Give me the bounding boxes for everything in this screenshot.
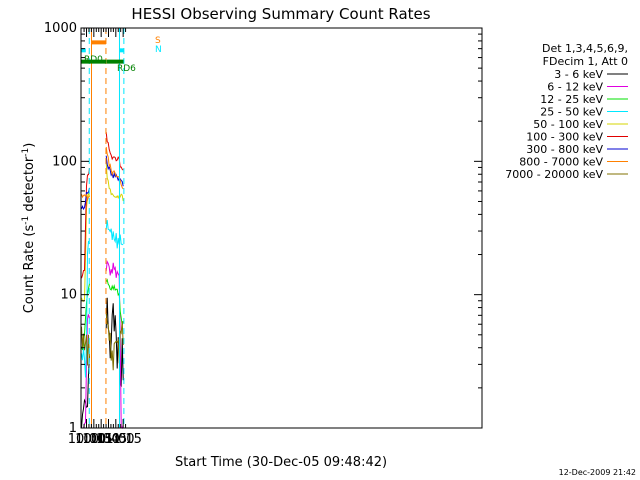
series-trace <box>81 187 90 211</box>
series-trace <box>81 326 90 366</box>
legend: Det 1,3,4,5,6,9,FDecim 1, Att 03 - 6 keV… <box>505 42 628 181</box>
legend-header: Det 1,3,4,5,6,9, <box>542 42 628 55</box>
plot-frame <box>80 27 483 429</box>
rd0-flag-label: RD0 <box>84 55 103 65</box>
night-flag-label: N <box>155 45 162 55</box>
y-axis-label-superscript: -1 <box>21 216 31 225</box>
y-axis-label-text: ) <box>22 143 37 148</box>
y-axis-label: Count Rate (s-1 detector-1) <box>21 143 37 314</box>
legend-entry-label: 800 - 7000 keV <box>519 156 603 169</box>
series-trace <box>105 219 124 249</box>
flag-bars: RD0 RD6 SN <box>81 36 162 74</box>
legend-entry-label: 300 - 800 keV <box>526 143 603 156</box>
series-trace <box>105 162 124 202</box>
x-tick-label: 10:00 <box>68 432 105 447</box>
legend-entry-label: 12 - 25 keV <box>540 93 603 106</box>
y-axis-label-text: Count Rate (s <box>22 225 37 314</box>
series-trace <box>81 240 90 378</box>
series-trace <box>81 168 90 279</box>
x-tick-label: 10:30 <box>82 432 119 447</box>
y-tick-label: 1000 <box>44 21 77 36</box>
render-timestamp: 12-Dec-2009 21:42 <box>559 468 636 477</box>
y-axis-label-text: detector <box>22 156 37 216</box>
series-trace <box>105 312 124 371</box>
x-axis-label: Start Time (30-Dec-05 09:48:42) <box>175 455 387 470</box>
x-tick-label: 11:15 <box>104 432 141 447</box>
series-trace <box>105 259 124 430</box>
x-tick-label: 10:15 <box>75 432 112 447</box>
saa-flag-label: S <box>155 36 161 46</box>
series-trace <box>105 278 124 326</box>
legend-entry-label: 25 - 50 keV <box>540 106 603 119</box>
x-tick-label: 10:45 <box>90 432 127 447</box>
legend-entry-label: 3 - 6 keV <box>554 68 603 81</box>
rd6-flag-label: RD6 <box>117 64 136 74</box>
legend-entry-label: 50 - 100 keV <box>533 118 603 131</box>
series-trace <box>81 193 90 202</box>
legend-header: FDecim 1, Att 0 <box>543 55 628 68</box>
y-tick-label: 100 <box>52 154 77 169</box>
series-trace <box>105 132 124 171</box>
y-axis-label-superscript: -1 <box>21 148 31 157</box>
legend-entry-label: 100 - 300 keV <box>526 131 603 144</box>
x-tick-label: 11:00 <box>97 432 134 447</box>
y-axis-ticks: 1 10 100 1000 <box>44 21 482 436</box>
legend-entry-label: 6 - 12 keV <box>547 81 603 94</box>
series-trace <box>105 146 124 190</box>
y-tick-label: 1 <box>69 421 77 436</box>
legend-entry-label: 7000 - 20000 keV <box>505 168 603 181</box>
chart-title: HESSI Observing Summary Count Rates <box>131 5 430 23</box>
data-traces <box>81 132 124 430</box>
y-tick-label: 10 <box>60 288 77 303</box>
